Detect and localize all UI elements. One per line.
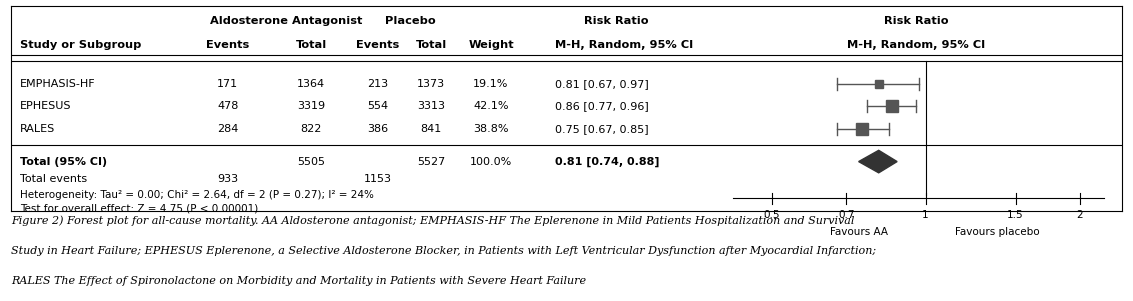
Text: Favours placebo: Favours placebo	[955, 227, 1039, 237]
Text: 1364: 1364	[297, 79, 325, 89]
Text: Aldosterone Antagonist: Aldosterone Antagonist	[210, 16, 363, 26]
Text: 554: 554	[367, 101, 389, 111]
Text: 933: 933	[218, 174, 238, 184]
Text: Total (95% CI): Total (95% CI)	[20, 157, 108, 166]
Text: 0.5: 0.5	[764, 210, 780, 220]
Text: 0.86 [0.77, 0.96]: 0.86 [0.77, 0.96]	[555, 101, 649, 111]
Text: Favours AA: Favours AA	[829, 227, 887, 237]
Text: 3313: 3313	[417, 101, 445, 111]
Text: Placebo: Placebo	[384, 16, 435, 26]
Text: 0.81 [0.67, 0.97]: 0.81 [0.67, 0.97]	[555, 79, 649, 89]
Text: 19.1%: 19.1%	[474, 79, 509, 89]
Text: Test for overall effect: Z = 4.75 (P < 0.00001): Test for overall effect: Z = 4.75 (P < 0…	[20, 204, 258, 214]
Text: Risk Ratio: Risk Ratio	[884, 16, 948, 26]
Text: 0.7: 0.7	[838, 210, 854, 220]
Text: 171: 171	[218, 79, 238, 89]
Text: Study in Heart Failure; EPHESUS Eplerenone, a Selective Aldosterone Blocker, in : Study in Heart Failure; EPHESUS Eplereno…	[11, 246, 877, 256]
Text: 1: 1	[922, 210, 929, 220]
Text: 5505: 5505	[297, 157, 325, 166]
Text: EMPHASIS-HF: EMPHASIS-HF	[20, 79, 96, 89]
Text: 2: 2	[1076, 210, 1083, 220]
Text: 38.8%: 38.8%	[474, 124, 509, 134]
Text: 100.0%: 100.0%	[470, 157, 512, 166]
Text: 1373: 1373	[417, 79, 445, 89]
Text: Total: Total	[296, 40, 326, 50]
Text: 1153: 1153	[364, 174, 392, 184]
Text: Study or Subgroup: Study or Subgroup	[20, 40, 142, 50]
Polygon shape	[859, 150, 897, 173]
Text: 0.81 [0.74, 0.88]: 0.81 [0.74, 0.88]	[555, 157, 659, 167]
Text: Heterogeneity: Tau² = 0.00; Chi² = 2.64, df = 2 (P = 0.27); I² = 24%: Heterogeneity: Tau² = 0.00; Chi² = 2.64,…	[20, 190, 374, 200]
Text: 1.5: 1.5	[1007, 210, 1024, 220]
Text: 3319: 3319	[297, 101, 325, 111]
Text: 386: 386	[367, 124, 389, 134]
Text: RALES The Effect of Spironolactone on Morbidity and Mortality in Patients with S: RALES The Effect of Spironolactone on Mo…	[11, 276, 587, 286]
Text: 0.75 [0.67, 0.85]: 0.75 [0.67, 0.85]	[555, 124, 649, 134]
Text: 284: 284	[218, 124, 239, 134]
Text: Total events: Total events	[20, 174, 87, 184]
Text: 42.1%: 42.1%	[474, 101, 509, 111]
Text: Risk Ratio: Risk Ratio	[585, 16, 649, 26]
Text: Total: Total	[416, 40, 446, 50]
Text: EPHESUS: EPHESUS	[20, 101, 71, 111]
Text: 822: 822	[300, 124, 322, 134]
Text: Weight: Weight	[468, 40, 513, 50]
Text: 841: 841	[420, 124, 442, 134]
Text: M-H, Random, 95% CI: M-H, Random, 95% CI	[555, 40, 693, 50]
Text: Figure 2) Forest plot for all-cause mortality. AA Aldosterone antagonist; EMPHAS: Figure 2) Forest plot for all-cause mort…	[11, 216, 854, 226]
Text: 478: 478	[218, 101, 239, 111]
Text: Events: Events	[206, 40, 249, 50]
Text: 5527: 5527	[417, 157, 445, 166]
Text: RALES: RALES	[20, 124, 56, 134]
Text: M-H, Random, 95% CI: M-H, Random, 95% CI	[847, 40, 986, 50]
Text: Events: Events	[356, 40, 399, 50]
Text: 213: 213	[367, 79, 389, 89]
